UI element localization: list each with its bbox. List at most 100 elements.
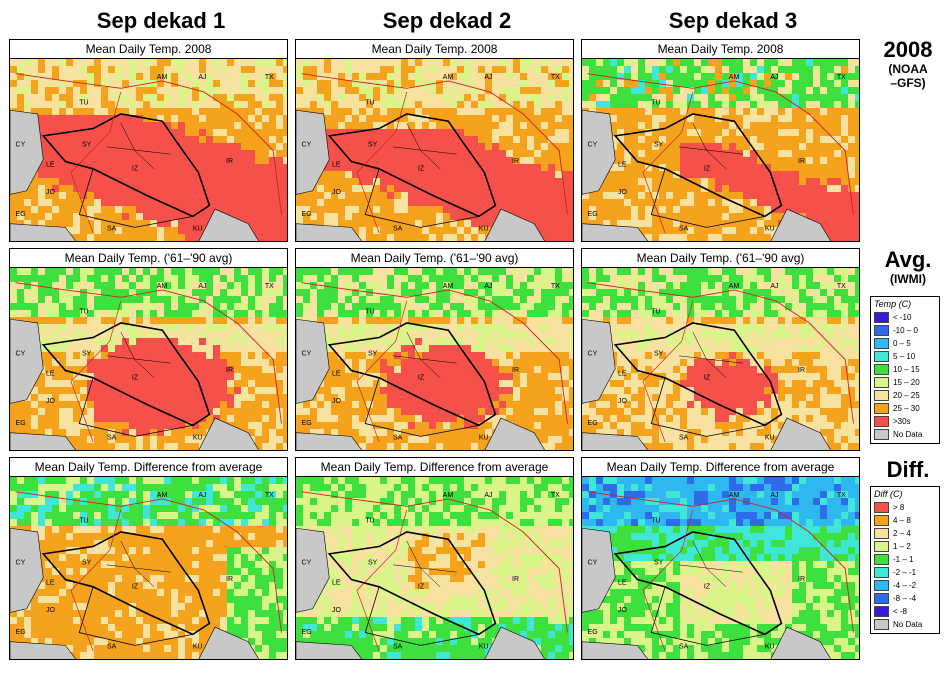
grid-cell: [129, 415, 137, 423]
grid-cell: [269, 422, 277, 430]
grid-cell: [10, 289, 18, 297]
grid-cell: [206, 352, 214, 360]
grid-cell: [87, 87, 95, 95]
grid-cell: [129, 101, 137, 109]
grid-cell: [157, 206, 165, 214]
grid-cell: [429, 59, 437, 67]
grid-cell: [227, 296, 235, 304]
grid-cell: [262, 185, 270, 193]
grid-cell: [792, 80, 800, 88]
grid-cell: [415, 136, 423, 144]
grid-cell: [555, 227, 563, 235]
grid-cell: [352, 171, 360, 179]
grid-cell: [750, 101, 758, 109]
grid-cell: [457, 331, 465, 339]
grid-cell: [164, 220, 172, 228]
grid-cell: [443, 129, 451, 137]
grid-cell: [743, 80, 751, 88]
grid-cell: [213, 73, 221, 81]
grid-cell: [241, 394, 249, 402]
grid-cell: [506, 87, 514, 95]
grid-cell: [227, 59, 235, 67]
grid-cell: [757, 185, 765, 193]
grid-cell: [206, 268, 214, 276]
grid-cell: [373, 185, 381, 193]
grid-cell: [331, 282, 339, 290]
grid-cell: [276, 227, 284, 235]
grid-cell: [806, 213, 814, 221]
grid-cell: [569, 275, 573, 283]
grid-cell: [129, 122, 137, 130]
grid-cell: [73, 115, 81, 123]
grid-cell: [569, 345, 573, 353]
grid-cell: [317, 192, 325, 200]
grid-cell: [834, 129, 842, 137]
grid-cell: [115, 289, 123, 297]
grid-cell: [359, 275, 367, 283]
grid-cell: [248, 394, 256, 402]
grid-cell: [17, 429, 25, 437]
grid-cell: [87, 206, 95, 214]
grid-cell: [617, 164, 625, 172]
grid-cell: [541, 282, 549, 290]
grid-cell: [750, 241, 758, 242]
grid-cell: [701, 94, 709, 102]
grid-cell: [227, 192, 235, 200]
grid-cell: [624, 87, 632, 95]
grid-cell: [471, 206, 479, 214]
grid-cell: [283, 408, 287, 416]
grid-cell: [178, 150, 186, 158]
grid-cell: [157, 296, 165, 304]
grid-cell: [855, 73, 859, 81]
grid-cell: [820, 143, 828, 151]
grid-cell: [38, 415, 46, 423]
border-line: [642, 91, 694, 233]
grid-cell: [562, 171, 570, 179]
grid-cell: [680, 199, 688, 207]
grid-cell: [262, 192, 270, 200]
grid-cell: [359, 317, 367, 325]
grid-cell: [234, 345, 242, 353]
grid-cell: [73, 436, 81, 444]
grid-cell: [136, 185, 144, 193]
grid-cell: [450, 296, 458, 304]
grid-cell: [736, 213, 744, 221]
grid-cell: [59, 415, 67, 423]
grid-cell: [143, 227, 151, 235]
grid-cell: [750, 87, 758, 95]
grid-cell: [80, 136, 88, 144]
grid-cell: [764, 80, 772, 88]
grid-cell: [729, 129, 737, 137]
grid-cell: [450, 213, 458, 221]
grid-cell: [296, 213, 304, 221]
grid-cell: [555, 289, 563, 297]
grid-cell: [541, 303, 549, 311]
grid-cell: [143, 282, 151, 290]
grid-cell: [457, 359, 465, 367]
grid-cell: [464, 234, 472, 241]
grid-cell: [255, 59, 263, 67]
grid-cell: [234, 275, 242, 283]
grid-cell: [276, 66, 284, 74]
grid-cell: [736, 66, 744, 74]
grid-cell: [303, 199, 311, 207]
grid-cell: [813, 59, 821, 67]
grid-cell: [764, 199, 772, 207]
grid-cell: [513, 359, 521, 367]
grid-cell: [394, 199, 402, 207]
grid-cell: [701, 108, 709, 116]
grid-cell: [213, 345, 221, 353]
grid-cell: [673, 241, 681, 242]
grid-cell: [234, 387, 242, 395]
grid-cell: [143, 150, 151, 158]
grid-cell: [541, 324, 549, 332]
grid-cell: [115, 157, 123, 165]
grid-cell: [227, 129, 235, 137]
grid-cell: [834, 164, 842, 172]
grid-cell: [722, 241, 730, 242]
grid-cell: [596, 241, 604, 242]
grid-cell: [143, 171, 151, 179]
grid-cell: [115, 185, 123, 193]
grid-cell: [234, 373, 242, 381]
grid-cell: [220, 73, 228, 81]
